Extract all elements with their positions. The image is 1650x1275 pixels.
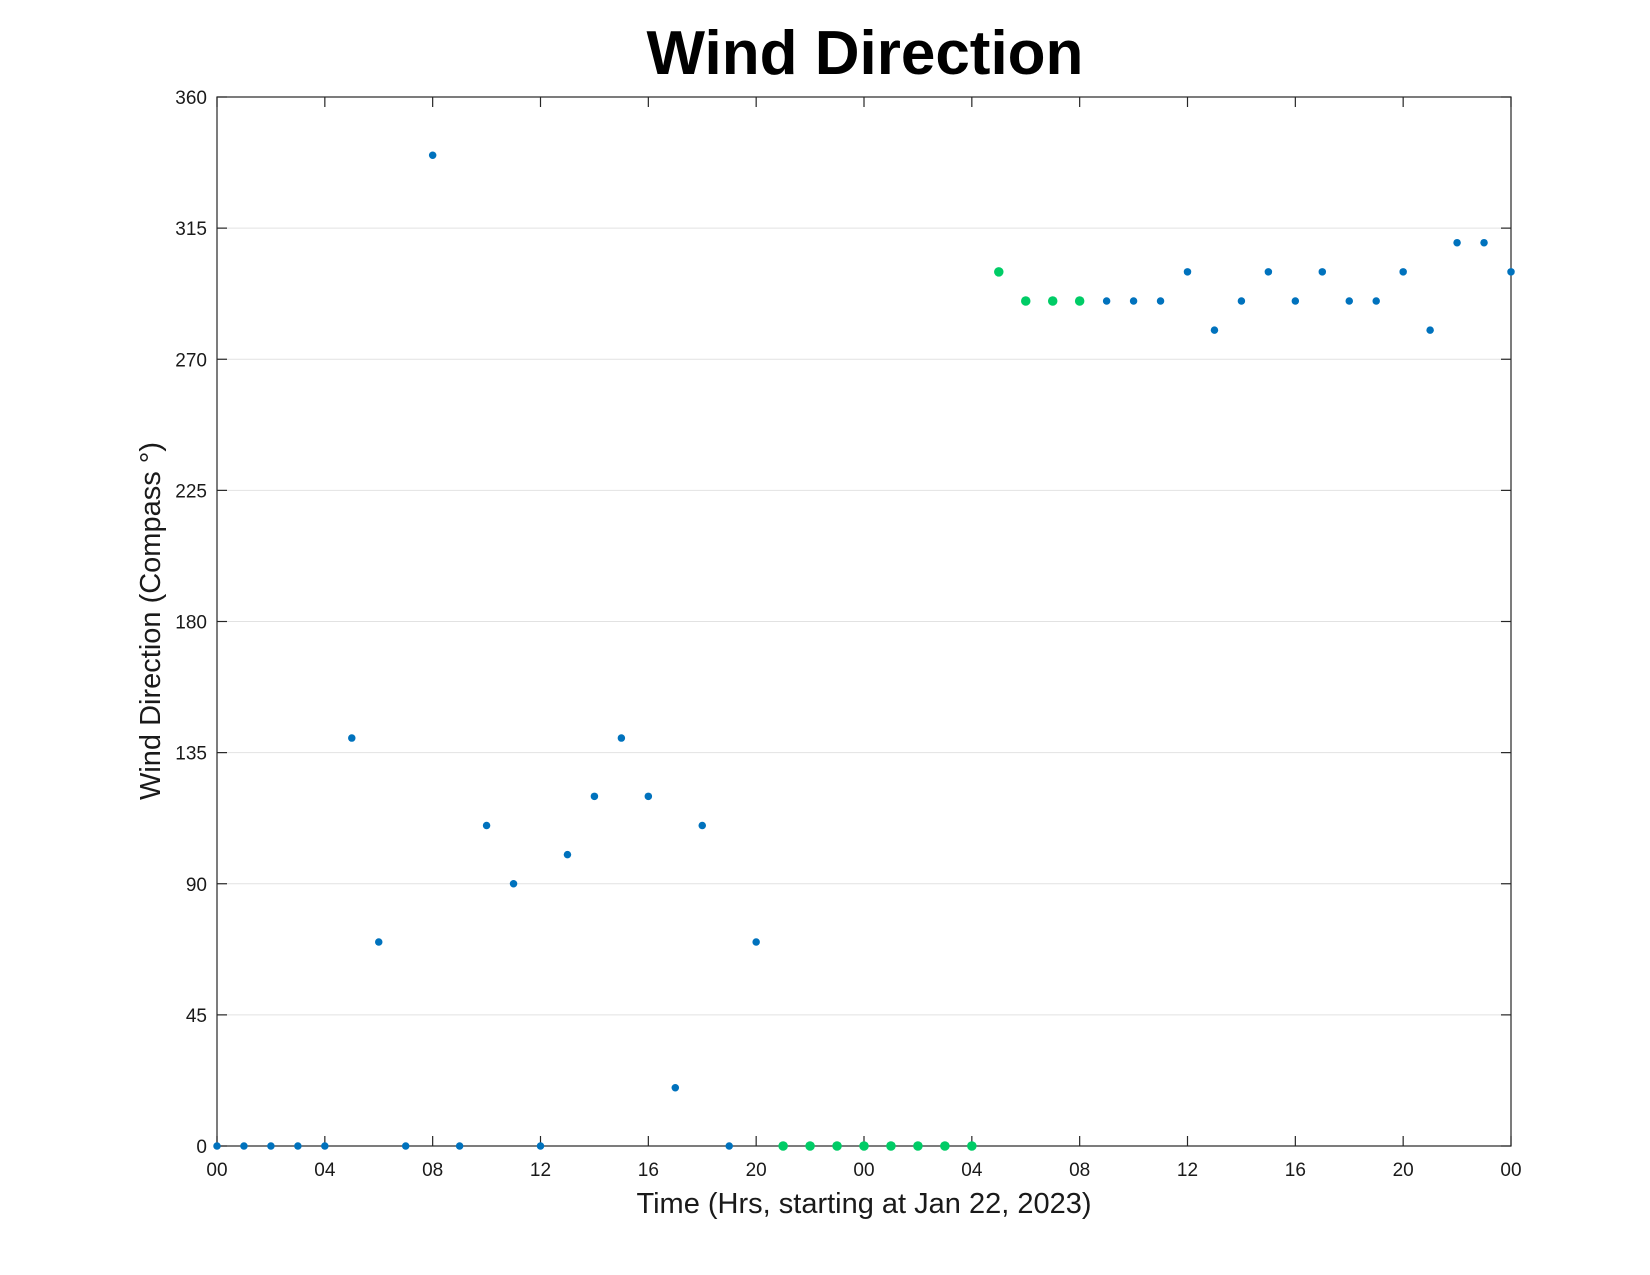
data-point	[1453, 238, 1461, 247]
data-point	[886, 1141, 896, 1151]
x-tick-label: 04	[961, 1160, 983, 1181]
y-tick-label: 0	[196, 1137, 207, 1158]
data-point	[1399, 268, 1407, 276]
data-points	[213, 151, 1515, 1151]
data-point	[1183, 268, 1192, 276]
data-point	[1345, 297, 1353, 305]
data-point	[294, 1142, 302, 1150]
y-tick-label: 45	[186, 1006, 207, 1027]
x-tick-label: 04	[314, 1160, 336, 1181]
data-point	[563, 850, 572, 859]
gridlines	[217, 227, 1511, 1016]
data-point	[375, 938, 383, 946]
x-tick-label: 20	[746, 1160, 767, 1181]
data-point	[1507, 268, 1515, 276]
x-tick-label: 16	[1285, 1160, 1306, 1181]
y-tick-label: 270	[175, 350, 207, 371]
x-tick-label: 08	[422, 1160, 443, 1181]
data-point	[455, 1142, 464, 1150]
data-point	[1129, 297, 1138, 305]
y-tick-label: 180	[175, 613, 207, 634]
y-tick-label: 225	[175, 481, 207, 502]
data-point	[509, 880, 518, 888]
data-point	[240, 1142, 248, 1150]
data-point	[321, 1142, 329, 1150]
data-point	[267, 1142, 275, 1150]
data-point	[1426, 326, 1434, 334]
data-point	[617, 734, 626, 742]
x-tick-label: 12	[1177, 1160, 1198, 1181]
data-point	[1156, 297, 1165, 305]
x-tick-label: 00	[206, 1160, 227, 1181]
data-point	[1480, 238, 1488, 247]
y-axis-tick-labels: 0 45 90 135 180 225 270 315 360	[175, 88, 207, 1158]
x-tick-label: 08	[1069, 1160, 1090, 1181]
x-tick-label: 12	[530, 1160, 551, 1181]
y-tick-label: 90	[186, 875, 207, 896]
data-point	[348, 734, 356, 742]
data-point	[1237, 297, 1246, 305]
data-point	[778, 1141, 788, 1151]
x-tick-label: 00	[853, 1160, 874, 1181]
y-tick-label: 315	[175, 219, 207, 240]
data-point	[590, 792, 599, 801]
x-tick-label: 20	[1393, 1160, 1414, 1181]
data-point	[536, 1142, 545, 1150]
data-point	[1318, 268, 1327, 276]
data-point	[644, 792, 653, 801]
data-point	[913, 1141, 923, 1151]
data-point	[752, 938, 760, 946]
data-point	[967, 1141, 977, 1151]
chart-title: Wind Direction	[647, 19, 1084, 88]
data-point	[482, 821, 491, 830]
x-axis-label: Time (Hrs, starting at Jan 22, 2023)	[636, 1188, 1091, 1220]
data-point	[940, 1141, 950, 1151]
data-point	[698, 821, 706, 830]
x-axis-tick-labels: 00 04 08 12 16 20 00 04 08 12 16 20 00	[206, 1160, 1521, 1181]
data-point	[428, 151, 437, 160]
y-tick-label: 360	[175, 88, 207, 109]
data-point	[725, 1142, 733, 1150]
data-point	[671, 1083, 680, 1092]
data-point	[994, 267, 1004, 277]
y-axis-label: Wind Direction (Compass °)	[135, 442, 167, 800]
axis-ticks	[216, 96, 1512, 1147]
data-point	[213, 1142, 221, 1150]
y-tick-label: 135	[175, 744, 207, 765]
data-point	[1102, 297, 1111, 305]
data-point	[805, 1141, 815, 1151]
data-point	[1264, 268, 1273, 276]
data-point	[1021, 296, 1031, 306]
data-point	[859, 1141, 869, 1151]
data-point	[1210, 326, 1219, 334]
data-point	[1074, 296, 1085, 306]
data-point	[1291, 297, 1300, 305]
data-point	[1372, 297, 1380, 305]
data-point	[832, 1141, 842, 1151]
data-point	[401, 1142, 410, 1150]
data-point	[1047, 296, 1058, 306]
x-tick-label: 16	[638, 1160, 659, 1181]
x-tick-label: 00	[1500, 1160, 1521, 1181]
